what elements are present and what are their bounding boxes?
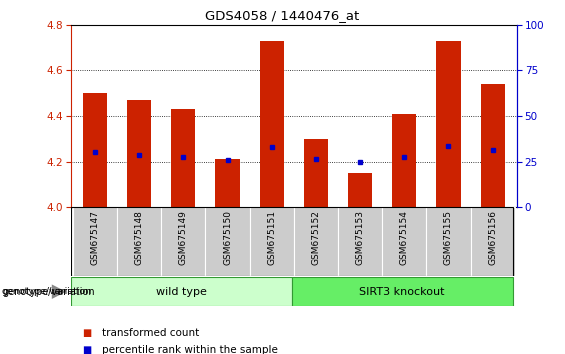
Bar [294,207,338,276]
Text: genotype/variation: genotype/variation [1,287,92,296]
Bar [427,207,471,276]
Text: GDS4058 / 1440476_at: GDS4058 / 1440476_at [205,9,360,22]
Bar [348,173,372,207]
Bar [127,100,151,207]
Text: GSM675151: GSM675151 [267,210,276,265]
Bar [117,207,161,276]
Bar [292,277,512,306]
Bar [73,207,117,276]
Bar [250,207,294,276]
Text: GSM675150: GSM675150 [223,210,232,265]
Text: transformed count: transformed count [102,328,199,338]
Polygon shape [52,285,66,299]
Bar [436,41,460,207]
Text: wild type: wild type [156,287,207,297]
Bar [471,207,515,276]
Bar [392,114,416,207]
Bar [71,277,292,306]
Text: percentile rank within the sample: percentile rank within the sample [102,346,277,354]
Bar [161,207,206,276]
Bar [480,84,505,207]
Bar [83,93,107,207]
Text: GSM675155: GSM675155 [444,210,453,265]
Bar [206,207,250,276]
Bar [382,207,427,276]
Text: ■: ■ [82,328,91,338]
Bar [338,207,382,276]
Text: SIRT3 knockout: SIRT3 knockout [359,287,445,297]
Bar [215,159,240,207]
Bar [171,109,195,207]
Bar [304,139,328,207]
Text: genotype/variation: genotype/variation [3,287,95,297]
Bar [259,41,284,207]
Text: GSM675152: GSM675152 [311,210,320,265]
Text: GSM675148: GSM675148 [134,210,144,265]
Text: GSM675147: GSM675147 [90,210,99,265]
Text: ■: ■ [82,346,91,354]
Text: GSM675153: GSM675153 [355,210,364,265]
Text: GSM675156: GSM675156 [488,210,497,265]
Text: GSM675154: GSM675154 [400,210,409,265]
Text: GSM675149: GSM675149 [179,210,188,265]
